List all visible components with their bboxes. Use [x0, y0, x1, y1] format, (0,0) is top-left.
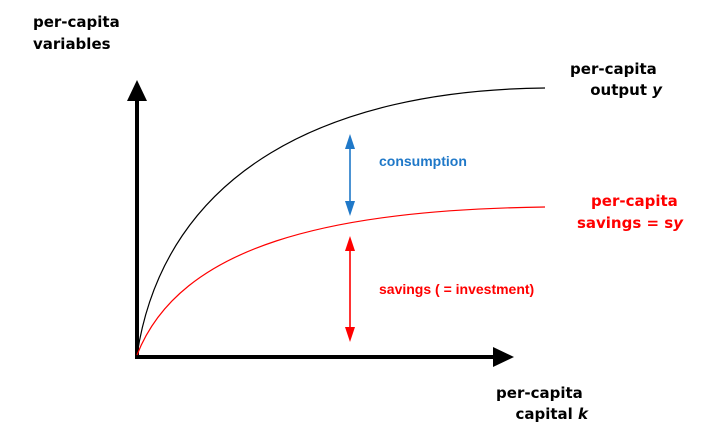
output-symbol: y	[652, 81, 663, 99]
y-axis-arrowhead	[127, 80, 147, 101]
y-axis-label-line2: variables	[33, 35, 111, 53]
consumption-label: consumption	[379, 153, 467, 169]
y-axis-label: per-capita variables	[33, 13, 125, 53]
investment-label: savings ( = investment)	[379, 281, 534, 297]
savings-curve-label-text: savings = s	[577, 214, 673, 232]
x-axis-label-line2: capital k	[515, 405, 589, 423]
output-curve-label: per-capita output y	[570, 60, 663, 99]
investment-arrow-top-head	[345, 236, 355, 251]
x-axis-arrowhead	[493, 347, 514, 367]
output-curve	[136, 87, 546, 356]
output-curve-label-line1: per-capita	[570, 60, 657, 78]
savings-curve-label: per-capita savings = sy	[577, 192, 684, 232]
y-axis-label-line1: per-capita	[33, 13, 120, 31]
savings-curve	[136, 206, 546, 356]
x-axis-label: per-capita capital k	[496, 384, 589, 423]
output-curve-label-line2: output y	[590, 81, 663, 99]
capital-symbol: k	[578, 405, 589, 423]
x-axis-label-line1: per-capita	[496, 384, 583, 402]
consumption-arrow-top-head	[345, 134, 355, 149]
x-axis-label-text: capital	[515, 405, 578, 423]
savings-curve-label-line1: per-capita	[591, 192, 678, 210]
investment-arrow-bottom-head	[345, 327, 355, 342]
savings-curve-label-line2: savings = sy	[577, 214, 684, 232]
savings-symbol: y	[673, 214, 684, 232]
consumption-arrow-bottom-head	[345, 201, 355, 216]
output-curve-label-text: output	[590, 81, 652, 99]
